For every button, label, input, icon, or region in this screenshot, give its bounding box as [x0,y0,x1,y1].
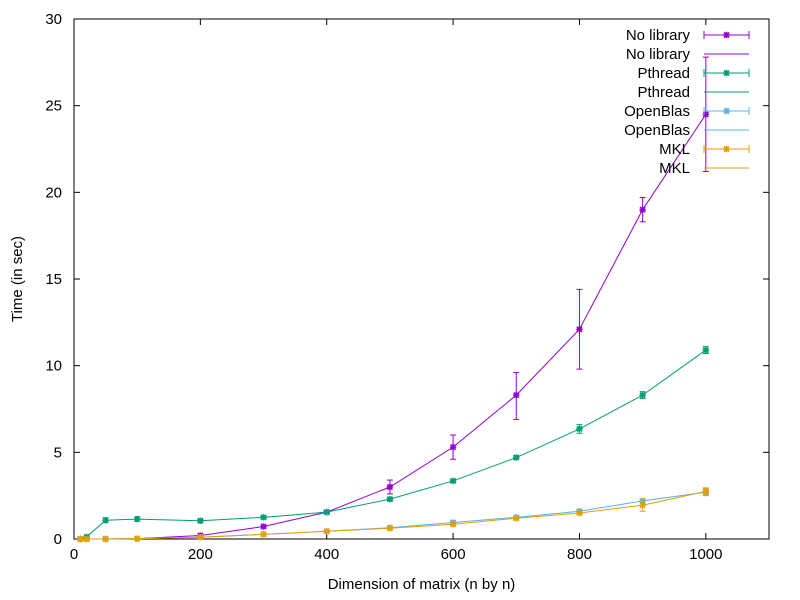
data-point [197,517,204,524]
legend-label: MKL [659,160,690,177]
data-point [513,391,520,399]
legend-label: Pthread [637,84,690,101]
x-axis-label: Dimension of matrix (n by n) [328,576,516,593]
legend-label: OpenBlas [624,103,690,120]
series-mkl [77,487,710,543]
series-openblas [77,488,710,543]
data-point [260,523,267,530]
y-tick-label: 15 [45,271,62,288]
legend-marker [723,107,730,115]
x-tick-label: 0 [70,546,78,563]
y-tick-label: 5 [54,444,62,461]
legend: No library No library Pthread Pthread OpenBl… [624,27,750,177]
data-point [513,515,520,522]
x-tick-label: 800 [567,546,592,563]
legend-label: No library [626,46,691,63]
series-line-no-library [80,114,707,540]
data-point [102,517,109,524]
y-tick-label: 20 [45,184,62,201]
y-tick-label: 25 [45,98,62,115]
data-point [260,514,267,521]
series-line-pthread [80,349,707,540]
data-point [133,535,141,542]
data-point [260,531,267,538]
series-no-library [77,56,710,543]
data-point [702,346,710,354]
data-point [702,488,710,495]
data-point [133,515,141,523]
data-point [102,535,109,543]
data-point [386,525,394,532]
legend-marker [723,69,730,77]
data-point [323,528,330,535]
legend-label: OpenBlas [624,122,690,139]
data-point [449,443,457,451]
legend-label: Pthread [637,65,690,82]
data-point [449,521,457,528]
data-point [449,477,457,485]
x-tick-label: 200 [188,546,213,563]
data-point [83,535,90,543]
data-point [576,509,583,517]
legend-marker [723,31,730,39]
data-point [323,508,330,516]
y-tick-label: 0 [54,531,62,548]
data-point [639,502,646,509]
x-tick-label: 400 [314,546,339,563]
x-tick-label: 600 [441,546,466,563]
data-point [639,206,646,213]
series-layer [77,56,710,543]
data-point [513,454,520,461]
data-point [386,495,394,503]
data-point [386,483,394,491]
series-pthread [77,346,710,543]
y-tick-label: 30 [45,11,62,28]
data-point [639,391,646,399]
data-point [576,425,583,433]
data-point [702,111,710,118]
data-point [197,534,204,541]
legend-label: MKL [659,141,690,158]
y-axis-label: Time (in sec) [9,236,26,322]
y-tick-label: 10 [45,358,62,375]
legend-label: No library [626,27,691,44]
x-tick-label: 1000 [689,546,722,563]
data-point [77,535,84,543]
data-point [576,326,583,333]
legend-marker [723,145,730,153]
